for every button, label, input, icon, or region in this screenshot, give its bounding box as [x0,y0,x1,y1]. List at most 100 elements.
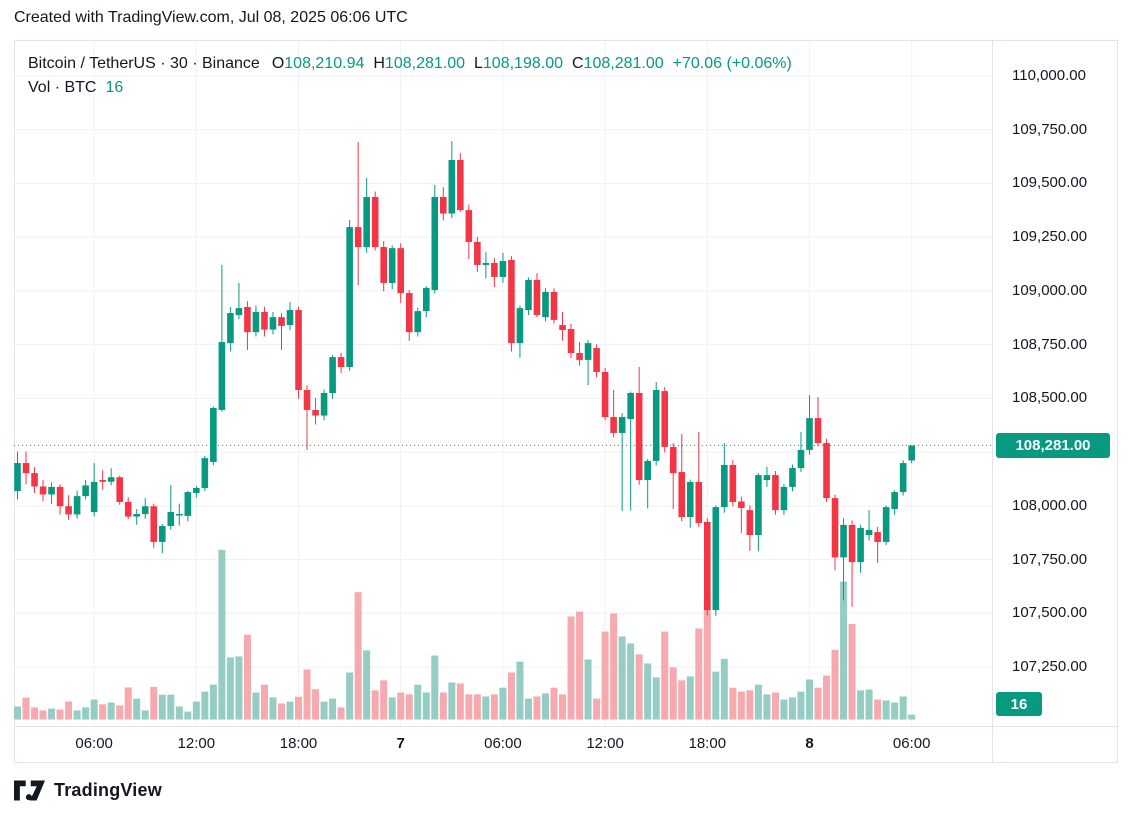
volume-bar [192,701,200,720]
last-price-badge: 108,281.00 [996,433,1110,458]
candle-body [158,526,166,542]
candle-body [644,460,651,481]
candle-body [39,486,47,495]
candle-body [780,486,788,511]
volume-bar [899,696,907,720]
candle-body [312,409,319,416]
candle-body [422,287,430,312]
candle-body [525,279,532,311]
volume-bar [269,697,277,720]
volume-bar [857,690,865,720]
volume-bar [14,706,21,720]
candle-body [337,357,345,367]
candle-body [797,449,805,468]
legend-symbol-row: Bitcoin / TetherUS · 30 · Binance O108,2… [28,52,792,76]
candle-body [686,481,694,517]
candle-body [601,371,609,418]
volume-bar [507,672,515,720]
chart-widget [14,40,1118,763]
candle-body [329,357,336,393]
legend-low: L108,198.00 [474,55,563,72]
volume-bar [695,628,703,720]
legend-change: +70.06 (+0.06%) [672,55,792,72]
candle-body [73,496,81,515]
volume-bar [848,624,856,720]
volume-bar [175,706,183,720]
volume-bar [678,680,686,720]
volume-bar [737,691,745,720]
volume-bar [610,613,618,720]
volume-bar [524,698,532,720]
volume-bar [559,694,567,720]
volume-bar [184,711,192,720]
credit-text: Created with TradingView.com, Jul 08, 20… [14,9,408,26]
volume-bar [346,672,354,720]
volume-bar [780,699,788,720]
volume-bar [703,602,711,720]
candle-body [550,291,558,320]
volume-bar [56,709,64,720]
candle-body [354,227,362,248]
volume-bar [337,707,345,720]
volume-bar [891,702,899,720]
candle-body [235,308,243,315]
volume-bar [48,708,56,720]
candle-body [661,391,669,447]
candle-body [635,392,643,481]
candle-body [703,521,711,611]
candle-body [261,311,268,330]
volume-bar [116,705,124,720]
volume-bar [397,692,405,720]
candle-body [380,247,387,283]
candle-body [584,343,592,360]
legend-volume-row: Vol · BTC 16 [28,76,792,100]
candle-body [82,485,89,497]
volume-bar [303,669,311,720]
volume-bar [39,710,47,720]
volume-bar [797,691,805,720]
candle-body [508,259,515,344]
candle-body [90,481,98,513]
volume-bar [550,687,558,720]
volume-bar [908,714,916,720]
volume-bar [763,694,771,720]
volume-bar [405,694,413,720]
candle-body [729,464,737,502]
volume-bar [31,707,39,720]
candle-body [371,196,379,248]
candle-body [738,501,745,508]
volume-bar [388,697,396,720]
candle-body [712,507,720,611]
volume-bar [124,687,132,720]
volume-bar [218,549,226,720]
volume-bar [380,680,388,720]
candle-body [746,510,754,536]
candle-body [516,308,524,344]
candle-body [388,248,396,283]
candle-body [882,507,890,542]
volume-bar [814,687,822,720]
volume-bar [746,690,754,720]
volume-bar [686,676,694,720]
candle-body [593,348,600,372]
volume-bar [431,655,439,720]
candle-body [542,291,549,318]
tradingview-logo[interactable]: TradingView [14,780,162,801]
candle-body [763,475,771,481]
volume-bar [473,694,481,720]
candle-body [618,417,626,433]
legend: Bitcoin / TetherUS · 30 · Binance O108,2… [28,52,792,100]
legend-close: C108,281.00 [571,55,664,72]
volume-bar [788,697,796,720]
candle-body [107,477,115,482]
volume-bar [516,661,524,720]
volume-bar [661,631,669,720]
candle-body [755,475,762,536]
legend-open: O108,210.94 [271,55,365,72]
candle-body [227,313,234,344]
volume-bar [652,677,660,720]
volume-bar [243,634,251,720]
candle-body [695,481,703,524]
volume-bar [601,631,609,720]
